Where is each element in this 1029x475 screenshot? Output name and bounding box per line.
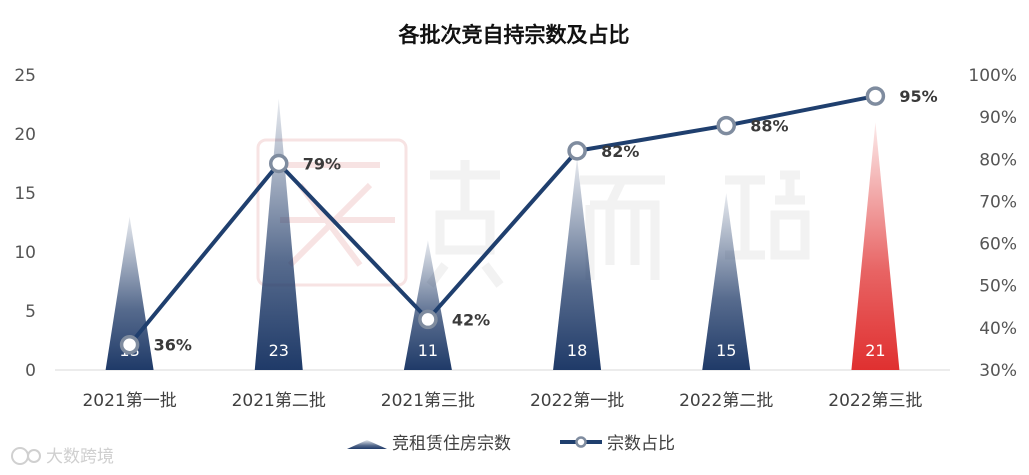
y-left-tick-label: 20 <box>14 125 36 145</box>
chart-title: 各批次竞自持宗数及占比 <box>398 23 630 47</box>
source-watermark: 大数跨境 <box>11 447 114 467</box>
bar-value-label: 18 <box>567 341 587 360</box>
line-point <box>119 334 140 355</box>
y-right-tick-label: 90% <box>979 108 1017 128</box>
line-point <box>865 86 886 106</box>
legend-item-line[interactable]: 宗数占比 <box>560 434 675 454</box>
x-category-label: 2021第二批 <box>232 391 326 411</box>
y-right-tick-label: 100% <box>968 66 1017 86</box>
line-series: 36% 79% 42% 82% 88% 95% <box>119 86 938 355</box>
y-right-tick-label: 50% <box>979 277 1017 297</box>
line-point-label: 82% <box>601 142 639 161</box>
x-category-label: 2021第一批 <box>82 391 176 411</box>
bar-value-label: 11 <box>418 341 438 360</box>
y-left-tick-label: 15 <box>14 184 36 204</box>
y-right-tick-label: 80% <box>979 150 1017 170</box>
line-path <box>128 94 876 346</box>
y-left-tick-label: 5 <box>25 302 36 322</box>
y-left-tick-label: 10 <box>14 243 36 263</box>
legend-bar-swatch <box>347 440 387 449</box>
x-category-label: 2021第三批 <box>381 391 475 411</box>
x-category-label: 2022第二批 <box>679 391 773 411</box>
line-point <box>269 153 289 174</box>
line-point <box>418 309 438 330</box>
legend-line-marker <box>575 436 587 448</box>
source-watermark-text: 大数跨境 <box>46 447 114 467</box>
legend: 竞租赁住房宗数 宗数占比 <box>347 434 675 454</box>
bar-mark <box>403 240 452 370</box>
y-axis-left: 0 5 10 15 20 25 <box>14 66 36 381</box>
line-point-label: 95% <box>899 87 937 106</box>
y-axis-right: 30% 40% 50% 60% 70% 80% 90% 100% <box>968 66 1017 381</box>
line-point <box>716 115 736 136</box>
line-point-label: 36% <box>154 336 192 355</box>
bar-value-label: 21 <box>865 341 885 360</box>
y-right-tick-label: 30% <box>979 361 1017 381</box>
x-axis-categories: 2021第一批 2021第二批 2021第三批 2022第一批 2022第二批 2022第… <box>82 391 922 411</box>
y-right-tick-label: 40% <box>979 319 1017 339</box>
y-right-tick-label: 60% <box>979 235 1017 255</box>
bar-value-label: 23 <box>269 341 289 360</box>
source-logo-icon <box>11 447 29 465</box>
bar-mark <box>254 98 303 370</box>
line-point-label: 88% <box>750 117 788 136</box>
y-left-tick-label: 25 <box>14 66 36 86</box>
line-point <box>567 141 587 161</box>
y-right-tick-label: 70% <box>979 192 1017 212</box>
bar-mark <box>851 122 900 370</box>
legend-item-bars[interactable]: 竞租赁住房宗数 <box>347 434 511 454</box>
line-point-label: 79% <box>303 155 341 174</box>
bar-mark <box>702 193 751 370</box>
x-category-label: 2022第三批 <box>828 391 922 411</box>
line-point-label: 42% <box>452 310 490 329</box>
bar-value-label: 15 <box>716 341 736 360</box>
bar-mark <box>553 157 602 370</box>
y-left-tick-label: 0 <box>25 361 36 381</box>
legend-bar-label: 竞租赁住房宗数 <box>392 434 511 454</box>
legend-line-label: 宗数占比 <box>607 434 675 454</box>
x-category-label: 2022第一批 <box>530 391 624 411</box>
